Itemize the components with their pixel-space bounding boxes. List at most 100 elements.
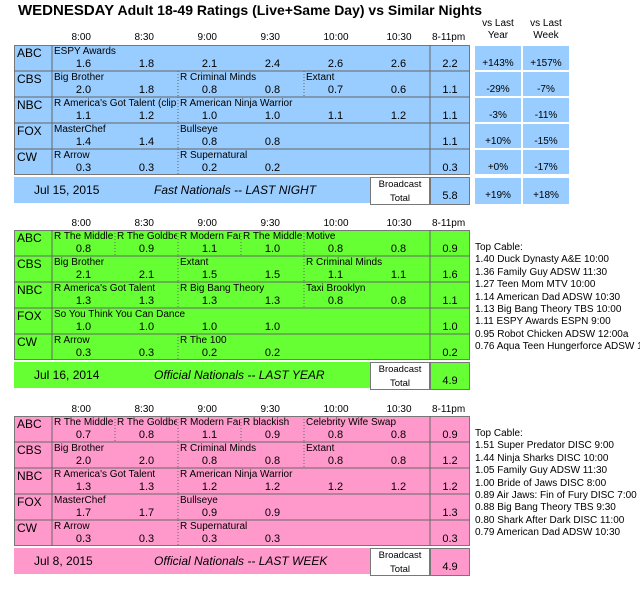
rating-value: 0.8 bbox=[264, 84, 281, 96]
footer-band bbox=[14, 177, 370, 203]
broadcast-label-line: Broadcast bbox=[378, 179, 422, 190]
wow-change: -17% bbox=[534, 162, 558, 173]
wow-change: -15% bbox=[534, 136, 558, 147]
timeslot-average: 1.3 bbox=[442, 507, 458, 519]
show-name: R Criminal Minds bbox=[306, 257, 383, 268]
show-name: R Supernatural bbox=[180, 150, 248, 161]
rating-value: 0.8 bbox=[390, 429, 407, 441]
network-label: CW bbox=[17, 521, 37, 535]
yoy-cell bbox=[475, 124, 521, 148]
rating-value: 1.1 bbox=[390, 269, 407, 281]
timeslot-average: 0.3 bbox=[442, 162, 458, 174]
header-vs-last-week: vs Last Week bbox=[530, 18, 562, 41]
rating-value: 1.0 bbox=[264, 243, 281, 255]
total-yoy-change: +19% bbox=[485, 190, 511, 201]
time-header-row: 8:00 8:30 9:00 9:30 10:00 10:30 8-11pm bbox=[0, 404, 640, 416]
show-name: Celebrity Wife Swap bbox=[306, 417, 397, 428]
top-cable-item: 1.13 Big Bang Theory TBS 10:00 bbox=[475, 303, 622, 315]
show-name: R The Goldbe bbox=[117, 231, 177, 242]
time-label: 8:00 bbox=[71, 404, 91, 415]
network-label: CBS bbox=[17, 72, 42, 86]
total-label-line: Total bbox=[389, 564, 411, 575]
rating-value: 0.3 bbox=[138, 347, 155, 359]
top-cable-item: 1.27 Teen Mom MTV 10:00 bbox=[475, 279, 596, 291]
total-yoy-cell bbox=[475, 178, 521, 204]
rating-value: 1.0 bbox=[264, 110, 281, 122]
wow-cell bbox=[523, 124, 569, 148]
rating-value: 1.1 bbox=[75, 110, 92, 122]
yoy-cell bbox=[475, 46, 521, 70]
yoy-change: -3% bbox=[489, 110, 507, 121]
rating-value: 1.2 bbox=[201, 481, 218, 493]
rating-value: 1.8 bbox=[138, 84, 155, 96]
rating-value: 2.6 bbox=[327, 58, 344, 70]
top-cable-item: 1.40 Duck Dynasty A&E 10:00 bbox=[475, 254, 609, 266]
show-name: R The Middle bbox=[54, 231, 114, 242]
show-name: Extant bbox=[180, 257, 209, 268]
show-name: MasterChef bbox=[54, 124, 106, 135]
time-label: 9:00 bbox=[197, 404, 217, 415]
rating-value: 0.7 bbox=[75, 429, 92, 441]
wow-cell bbox=[523, 98, 569, 122]
show-name: Big Brother bbox=[54, 257, 105, 268]
show-name: Extant bbox=[306, 72, 335, 83]
footer-label: Official Nationals -- LAST WEEK bbox=[154, 554, 328, 568]
rating-value: 1.2 bbox=[264, 481, 281, 493]
broadcast-total-label: Broadcast Total bbox=[370, 177, 430, 205]
top-cable-list: Top Cable: 1.51 Super Predator DISC 9:00 1… bbox=[475, 428, 637, 540]
rating-value: 2.0 bbox=[75, 84, 92, 96]
show-name: R America's Got Talent (clip bbox=[54, 98, 177, 109]
rating-value: 1.3 bbox=[75, 295, 92, 307]
rating-value: 0.8 bbox=[201, 136, 218, 148]
ratings-grid bbox=[14, 230, 470, 360]
top-cable-item: 0.80 Shark After Dark DISC 11:00 bbox=[475, 514, 625, 526]
rating-value: 0.8 bbox=[390, 243, 407, 255]
yoy-change: +0% bbox=[487, 162, 509, 173]
wow-change: -7% bbox=[537, 84, 555, 95]
rating-value: 0.8 bbox=[75, 243, 92, 255]
rating-value: 0.8 bbox=[327, 295, 344, 307]
show-name: So You Think You Can Dance bbox=[54, 309, 186, 320]
show-name: R blackish bbox=[243, 417, 290, 428]
time-label: 8-11pm bbox=[432, 32, 466, 43]
network-label: FOX bbox=[17, 309, 42, 323]
show-name: R The Middle bbox=[243, 231, 303, 242]
time-label: 8:00 bbox=[71, 218, 91, 229]
network-label: ABC bbox=[17, 46, 42, 60]
yoy-cell bbox=[475, 72, 521, 96]
broadcast-total-value: 4.9 bbox=[442, 561, 458, 573]
network-label: CW bbox=[17, 150, 37, 164]
time-label: 10:00 bbox=[323, 218, 349, 229]
rating-value: 0.3 bbox=[75, 533, 92, 545]
top-cable-item: 0.79 American Dad ADSW 10:30 bbox=[475, 527, 621, 539]
timeslot-average: 1.0 bbox=[442, 321, 458, 333]
show-name: Taxi Brooklyn bbox=[306, 283, 366, 294]
broadcast-total-value: 4.9 bbox=[442, 375, 458, 387]
top-cable-item: 1.11 ESPY Awards ESPN 9:00 bbox=[475, 316, 611, 328]
rating-value: 1.2 bbox=[390, 110, 407, 122]
network-label: ABC bbox=[17, 417, 42, 431]
show-name: R American Ninja Warrior bbox=[180, 469, 293, 480]
wow-cell bbox=[523, 46, 569, 70]
top-cable-item: 0.89 Air Jaws: Fin of Fury DISC 7:00 bbox=[475, 489, 637, 501]
network-label: ABC bbox=[17, 231, 42, 245]
yoy-change: +143% bbox=[482, 58, 514, 69]
time-label: 9:30 bbox=[260, 32, 280, 43]
rating-value: 1.4 bbox=[75, 136, 92, 148]
rating-value: 1.1 bbox=[201, 429, 218, 441]
rating-value: 0.9 bbox=[201, 507, 218, 519]
wow-change: -11% bbox=[534, 110, 558, 121]
rating-value: 1.1 bbox=[327, 269, 344, 281]
network-label: NBC bbox=[17, 283, 43, 297]
top-cable-item: 1.14 American Dad ADSW 10:30 bbox=[475, 291, 621, 303]
footer-label: Fast Nationals -- LAST NIGHT bbox=[154, 183, 317, 197]
rating-value: 1.7 bbox=[138, 507, 155, 519]
rating-value: 1.6 bbox=[75, 58, 92, 70]
show-name: ESPY Awards bbox=[54, 46, 116, 57]
rating-value: 1.0 bbox=[138, 321, 155, 333]
total-label-line: Total bbox=[389, 378, 411, 389]
yoy-cell bbox=[475, 98, 521, 122]
show-name: R Supernatural bbox=[180, 521, 248, 532]
timeslot-average: 0.2 bbox=[442, 347, 458, 359]
wow-change: +157% bbox=[530, 58, 562, 69]
